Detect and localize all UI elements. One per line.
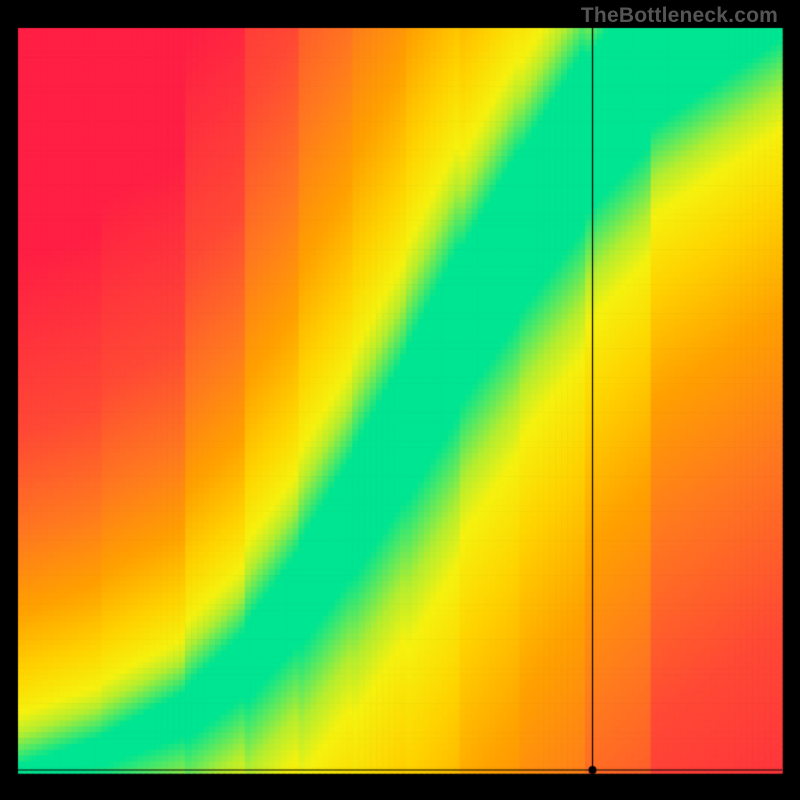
watermark-label: TheBottleneck.com (581, 4, 778, 28)
bottleneck-heatmap-canvas (0, 0, 800, 800)
